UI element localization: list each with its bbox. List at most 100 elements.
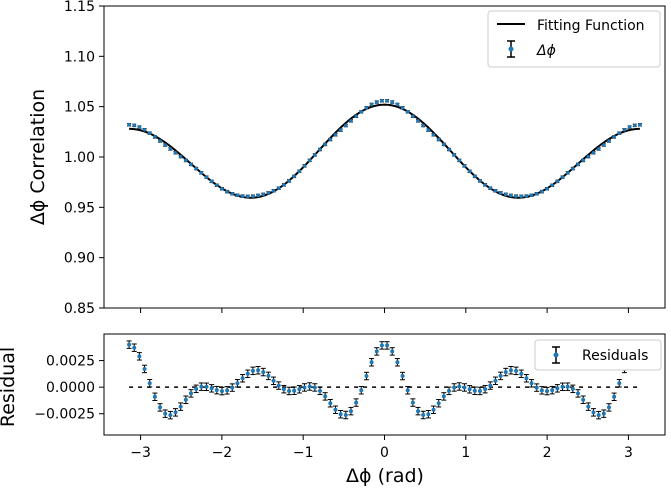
residual-point [420, 410, 426, 420]
residual-point [250, 366, 256, 376]
delta-phi-point [632, 123, 637, 128]
residual-point [451, 383, 457, 392]
delta-phi-point [400, 106, 405, 110]
residual-point [281, 384, 287, 394]
delta-phi-point [606, 139, 611, 143]
residual-point [369, 358, 375, 367]
residual-point [178, 402, 184, 411]
delta-phi-point [441, 142, 446, 147]
residual-point [167, 410, 173, 420]
delta-phi-point [596, 147, 601, 151]
fitting-function-line [129, 103, 640, 199]
residual-point [565, 382, 571, 391]
residual-point [570, 384, 576, 394]
residual-point [405, 386, 411, 395]
bottom-x-tick-label: 2 [543, 445, 552, 461]
residual-point [384, 341, 390, 350]
delta-phi-point [508, 193, 513, 198]
delta-phi-point [312, 153, 317, 157]
residual-point [136, 352, 142, 361]
residual-point [580, 395, 586, 404]
residual-point [224, 386, 230, 395]
top-y-tick-label: 0.95 [64, 200, 95, 216]
residual-point [307, 382, 313, 391]
delta-phi-point [601, 143, 606, 147]
bottom-x-tick-label: −2 [212, 445, 233, 461]
residual-point [131, 343, 137, 352]
residual-point [327, 399, 333, 408]
residual-point [606, 403, 612, 412]
delta-phi-point [287, 179, 292, 183]
delta-phi-point [158, 139, 163, 143]
bottom-x-tick-label: −3 [130, 445, 151, 461]
delta-phi-point [256, 193, 261, 198]
top-legend: Fitting Function Δϕ [487, 10, 661, 68]
delta-phi-point [379, 98, 384, 103]
residual-point [147, 379, 153, 388]
bottom-y-tick-label: 0.0025 [46, 354, 95, 370]
top-legend-box [487, 10, 661, 68]
delta-phi-point [519, 194, 524, 199]
top-x-ticks [140, 308, 629, 313]
residual-point [291, 386, 297, 396]
residual-point [415, 406, 421, 416]
delta-phi-point [627, 125, 632, 129]
delta-phi-point [261, 192, 266, 197]
residual-point [523, 374, 529, 383]
residual-point [549, 385, 555, 395]
top-series-layer [127, 98, 642, 199]
delta-phi-point [622, 127, 627, 132]
residual-point [240, 374, 246, 383]
delta-phi-point [555, 179, 560, 184]
delta-phi-point [276, 186, 281, 190]
residual-point [379, 341, 385, 350]
delta-phi-point [348, 119, 353, 123]
residual-point [611, 392, 617, 402]
residual-point [477, 386, 483, 396]
top-y-tick-label: 1.05 [64, 100, 95, 116]
residual-point [152, 392, 158, 402]
delta-phi-point [612, 135, 617, 139]
delta-phi-point [194, 166, 199, 171]
delta-phi-point [364, 106, 369, 110]
bottom-series-layer [126, 340, 643, 420]
residual-point [126, 340, 132, 349]
delta-phi-point [333, 133, 338, 137]
delta-phi-point [209, 179, 214, 184]
residual-point [596, 410, 602, 420]
delta-phi-point [328, 137, 333, 142]
delta-phi-legend-label: Δϕ [536, 43, 556, 59]
delta-phi-point [524, 194, 529, 198]
residual-point [322, 392, 328, 401]
residual-point [358, 386, 364, 395]
residual-point [317, 386, 323, 396]
delta-phi-point [132, 123, 137, 128]
delta-phi-point [245, 194, 250, 199]
delta-phi-point [457, 158, 462, 163]
delta-phi-point [591, 151, 596, 155]
residual-point [142, 364, 148, 374]
delta-phi-point [240, 194, 245, 198]
residual-point [472, 386, 478, 396]
delta-phi-point [214, 183, 219, 188]
residual-point [616, 379, 622, 388]
residual-point [601, 409, 607, 418]
residuals-legend-swatch [552, 346, 560, 364]
delta-phi-point [163, 143, 168, 147]
delta-phi-point [514, 194, 519, 198]
bottom-y-ticks: −0.0025 0.0000 0.0025 [34, 354, 104, 423]
residual-point [234, 379, 240, 388]
fitting-function-legend-label: Fitting Function [537, 18, 645, 34]
delta-phi-point [292, 174, 297, 179]
top-y-ticks: 0.85 0.90 0.95 1.00 1.05 1.10 1.15 [64, 0, 104, 317]
delta-phi-point [142, 127, 147, 132]
delta-phi-point [467, 169, 472, 174]
residual-point [400, 371, 406, 381]
delta-phi-point [219, 186, 224, 191]
bottom-y-tick-label: 0.0000 [46, 380, 95, 396]
delta-phi-point [498, 191, 503, 195]
delta-phi-point [617, 131, 622, 135]
delta-phi-point [354, 114, 359, 119]
top-y-axis-label: Δϕ Correlation [27, 89, 49, 225]
